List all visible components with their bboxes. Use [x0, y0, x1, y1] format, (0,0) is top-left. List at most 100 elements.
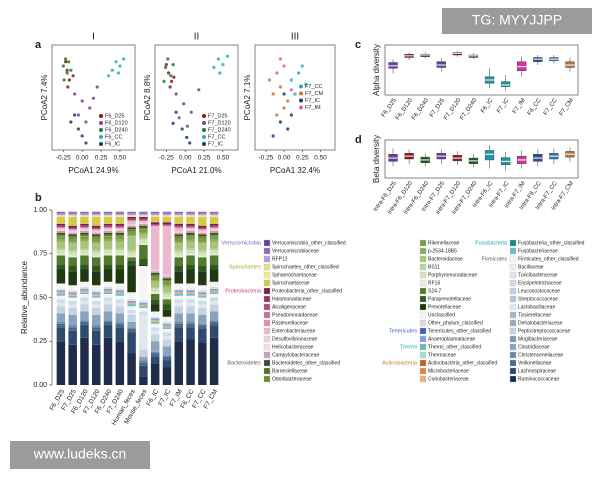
bar-segment — [80, 250, 89, 254]
bar-segment — [198, 290, 207, 293]
point — [180, 127, 184, 131]
bar-segment — [115, 248, 125, 251]
bar-segment — [115, 264, 125, 270]
bar-segment — [162, 222, 172, 224]
legend-label: Verrucomicrobiaceae — [272, 248, 319, 254]
bar-segment — [68, 285, 77, 291]
point — [189, 110, 193, 114]
bar-segment — [103, 239, 113, 242]
bar-segment — [139, 218, 148, 221]
bar-segment — [56, 224, 66, 226]
bar-segment — [150, 322, 160, 324]
bar-segment — [127, 315, 136, 322]
x-tick-label: F7_IC — [496, 97, 511, 114]
bar-segment — [115, 341, 125, 385]
bar-segment — [80, 297, 89, 301]
bar-segment — [209, 236, 219, 240]
bar-segment — [162, 323, 172, 326]
legend-swatch — [419, 343, 427, 351]
point — [275, 71, 279, 75]
bar-segment — [174, 295, 183, 300]
bar-segment — [92, 232, 101, 235]
bar-segment — [115, 232, 125, 235]
bar-segment — [209, 304, 219, 312]
bar-segment — [174, 217, 183, 224]
legend-swatch — [509, 271, 517, 279]
panel-label: a — [35, 39, 42, 51]
bar-segment — [174, 252, 183, 256]
bar-segment — [80, 269, 89, 282]
bar-segment — [80, 320, 89, 322]
bar-segment — [198, 292, 207, 294]
y-axis-label: Beta diversity — [372, 135, 381, 183]
bar-segment — [127, 313, 136, 315]
point — [216, 57, 220, 61]
bar-segment — [139, 376, 148, 385]
x-tick-label: 0.50 — [217, 155, 230, 162]
bar-segment — [115, 322, 125, 324]
bar-segment — [115, 213, 125, 216]
point — [88, 106, 92, 110]
bar-segment — [150, 320, 160, 322]
bar-segment — [209, 253, 219, 256]
x-tick-label: 0.25 — [198, 155, 211, 162]
bar-segment — [174, 294, 183, 296]
point — [304, 82, 308, 86]
bar-segment — [68, 250, 77, 252]
bar-segment — [127, 227, 136, 230]
point — [278, 120, 283, 124]
bar-segment — [68, 327, 77, 331]
x-axis-label: PCoA1 21.0% — [171, 166, 221, 175]
x-tick-label: 0.50 — [114, 155, 127, 162]
bar-segment — [186, 234, 195, 237]
bar-segment — [198, 329, 207, 343]
bar-segment — [174, 283, 183, 289]
bar-segment — [174, 302, 183, 307]
legend-swatch — [419, 287, 427, 295]
bar-segment — [115, 290, 125, 293]
x-tick-label: F6_IC — [480, 97, 495, 114]
bar-segment — [209, 215, 219, 217]
bar-segment — [103, 269, 113, 282]
bar-segment — [186, 290, 195, 293]
bar-segment — [115, 229, 125, 231]
point — [69, 120, 73, 124]
x-tick-label: 0.25 — [95, 155, 108, 162]
bar-segment — [127, 260, 136, 266]
point — [63, 60, 68, 64]
bar-segment — [56, 217, 66, 224]
bar-segment — [127, 327, 136, 329]
legend-label: Actinobacteria_other_classified — [428, 360, 497, 366]
bar-segment — [162, 281, 172, 286]
panel-label: d — [355, 134, 362, 146]
legend-label: Alcaligenaceae — [272, 304, 306, 310]
legend-swatch — [263, 327, 271, 335]
bar-segment — [162, 346, 172, 356]
bar-segment — [127, 302, 136, 305]
bar-segment — [150, 327, 160, 331]
bar-segment — [198, 234, 207, 237]
bar-segment — [80, 281, 89, 287]
legend-swatch — [99, 114, 103, 118]
legend-swatch — [509, 239, 517, 247]
bar-segment — [174, 224, 183, 226]
bar-segment — [103, 234, 113, 237]
bar-segment — [150, 288, 160, 293]
bar-segment — [186, 294, 195, 296]
bar-segment — [68, 266, 77, 272]
bar-segment — [127, 218, 136, 221]
legend-label: Christensenellaceae — [518, 352, 564, 358]
bar-segment — [127, 225, 136, 228]
bar-segment — [115, 255, 125, 265]
legend-swatch — [299, 91, 303, 96]
bar-segment — [56, 227, 66, 230]
point — [95, 85, 99, 89]
bar-segment — [150, 341, 160, 352]
legend-swatch — [419, 247, 427, 255]
bar-segment — [139, 350, 148, 357]
bar-segment — [92, 295, 101, 298]
bar-segment — [56, 292, 66, 294]
bar-segment — [174, 234, 183, 237]
legend-group-label: Tenericutes — [389, 328, 417, 334]
